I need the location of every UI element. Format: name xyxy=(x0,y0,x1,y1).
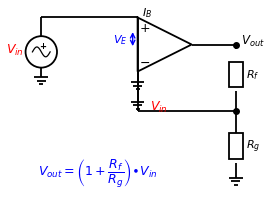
Text: $-$: $-$ xyxy=(139,56,150,69)
Bar xyxy=(229,62,243,88)
Text: +: + xyxy=(39,42,46,51)
Text: $V_E$: $V_E$ xyxy=(113,33,127,47)
Text: $R_f$: $R_f$ xyxy=(246,68,259,82)
Text: +: + xyxy=(139,22,150,35)
Text: $R_g$: $R_g$ xyxy=(246,138,260,155)
Text: $V_{out} = \left(1 + \dfrac{R_f}{R_g}\right) {\bullet} V_{in}$: $V_{out} = \left(1 + \dfrac{R_f}{R_g}\ri… xyxy=(38,157,158,189)
Text: $V_{out}$: $V_{out}$ xyxy=(241,34,265,49)
Bar xyxy=(229,134,243,159)
Text: $V_{in}$: $V_{in}$ xyxy=(150,100,168,115)
Text: $I_B$: $I_B$ xyxy=(142,7,153,20)
Text: $V_{in}$: $V_{in}$ xyxy=(6,43,24,58)
